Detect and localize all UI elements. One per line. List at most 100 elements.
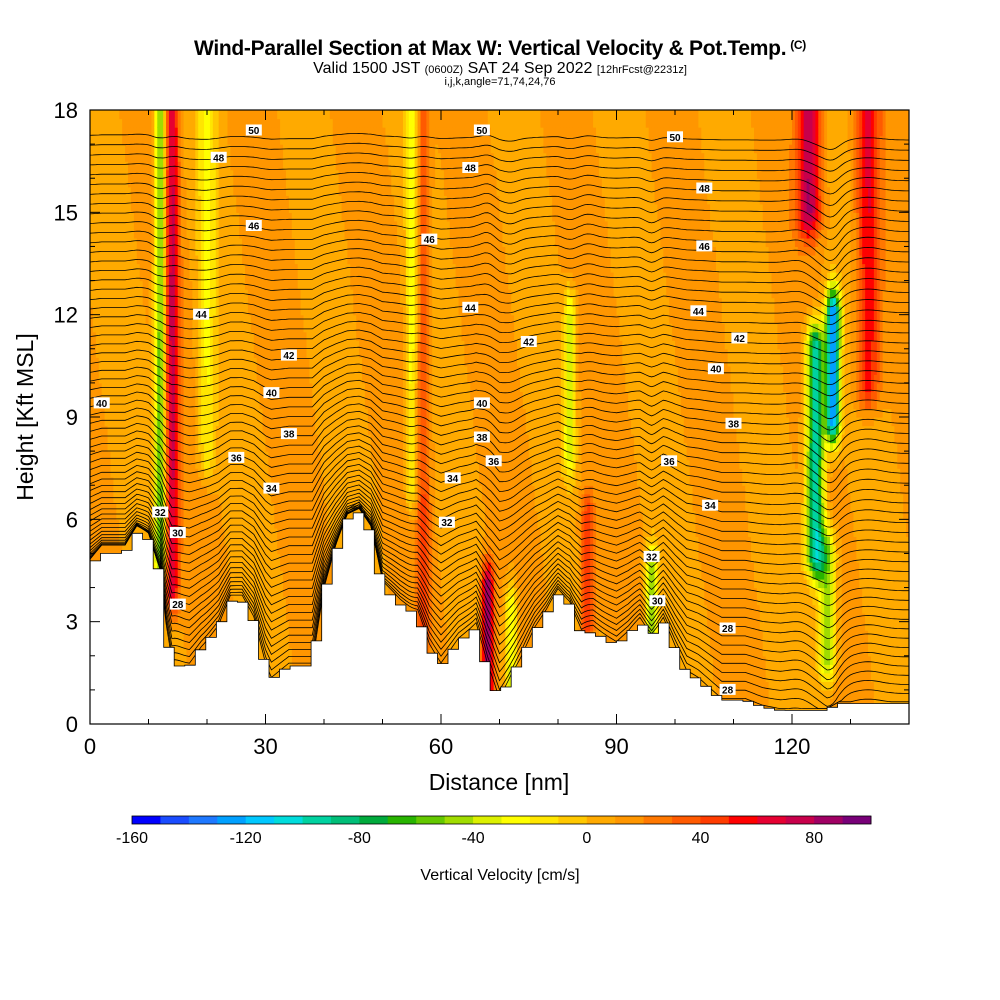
velocity-cell: [195, 502, 199, 512]
velocity-cell: [268, 587, 272, 597]
velocity-cell: [230, 570, 234, 580]
velocity-cell: [274, 152, 278, 162]
velocity-cell: [130, 297, 135, 307]
velocity-cell: [154, 118, 158, 128]
velocity-cell: [186, 425, 191, 435]
velocity-cell: [145, 382, 150, 393]
velocity-cell: [122, 348, 126, 358]
velocity-cell: [201, 527, 205, 537]
velocity-cell: [239, 263, 243, 273]
velocity-cell: [224, 297, 229, 307]
velocity-cell: [160, 127, 164, 137]
velocity-cell: [90, 357, 94, 367]
velocity-cell: [201, 374, 205, 384]
velocity-cell: [166, 408, 170, 418]
velocity-cell: [186, 417, 191, 427]
velocity-cell: [166, 519, 170, 529]
velocity-cell: [148, 237, 153, 248]
velocity-cell: [171, 212, 176, 222]
velocity-cell: [168, 263, 173, 273]
velocity-cell: [271, 459, 275, 469]
velocity-cell: [227, 323, 231, 333]
velocity-cell: [218, 570, 223, 580]
velocity-cell: [142, 314, 147, 324]
velocity-cell: [98, 220, 103, 230]
velocity-cell: [280, 604, 284, 614]
velocity-cell: [239, 195, 243, 205]
velocity-cell: [154, 434, 158, 444]
velocity-cell: [215, 220, 220, 230]
velocity-cell: [186, 621, 191, 631]
velocity-cell: [90, 118, 94, 128]
velocity-cell: [212, 485, 217, 495]
velocity-cell: [239, 237, 243, 248]
velocity-cell: [136, 493, 141, 503]
velocity-cell: [186, 161, 191, 171]
velocity-cell: [242, 596, 246, 606]
velocity-cell: [212, 195, 217, 205]
velocity-cell: [189, 434, 193, 444]
velocity-cell: [189, 493, 193, 503]
velocity-cell: [236, 127, 240, 137]
velocity-cell: [201, 544, 205, 555]
velocity-cell: [154, 161, 158, 171]
velocity-cell: [277, 144, 281, 154]
velocity-cell: [122, 297, 126, 307]
velocity-cell: [116, 127, 120, 137]
velocity-cell: [177, 144, 182, 154]
velocity-cell: [130, 220, 135, 230]
velocity-cell: [221, 561, 226, 572]
velocity-cell: [221, 229, 226, 239]
velocity-cell: [204, 579, 208, 589]
velocity-cell: [221, 476, 226, 486]
velocity-cell: [133, 348, 138, 358]
velocity-cell: [98, 110, 103, 120]
velocity-cell: [136, 365, 141, 375]
velocity-cell: [265, 229, 270, 239]
velocity-cell: [128, 340, 132, 350]
velocity-cell: [177, 135, 182, 145]
velocity-cell: [142, 263, 147, 273]
velocity-cell: [130, 331, 135, 341]
velocity-cell: [104, 451, 109, 461]
velocity-cell: [171, 561, 176, 572]
velocity-cell: [171, 178, 176, 188]
velocity-cell: [189, 357, 193, 367]
velocity-cell: [107, 544, 112, 555]
velocity-cell: [253, 280, 258, 290]
velocity-cell: [180, 536, 185, 546]
velocity-cell: [215, 391, 220, 401]
velocity-cell: [145, 357, 150, 367]
velocity-cell: [139, 331, 144, 341]
velocity-cell: [215, 212, 220, 222]
velocity-cell: [283, 502, 287, 512]
velocity-cell: [259, 519, 264, 529]
velocity-cell: [245, 212, 249, 222]
velocity-cell: [277, 237, 281, 248]
velocity-cell: [218, 579, 223, 589]
velocity-cell: [283, 647, 287, 657]
velocity-cell: [212, 263, 217, 273]
velocity-cell: [189, 135, 193, 145]
velocity-cell: [145, 272, 150, 282]
velocity-cell: [130, 519, 135, 529]
velocity-cell: [189, 323, 193, 333]
velocity-cell: [157, 348, 161, 358]
velocity-cell: [160, 340, 164, 350]
velocity-cell: [227, 229, 231, 239]
velocity-cell: [274, 357, 278, 367]
velocity-cell: [198, 434, 202, 444]
velocity-cell: [122, 399, 126, 410]
velocity-cell: [198, 536, 202, 546]
velocity-cell: [98, 229, 103, 239]
velocity-cell: [101, 451, 106, 461]
velocity-cell: [274, 323, 278, 333]
velocity-cell: [168, 485, 173, 495]
velocity-cell: [189, 604, 193, 614]
velocity-cell: [288, 613, 293, 623]
velocity-cell: [163, 425, 167, 435]
velocity-cell: [250, 229, 255, 239]
velocity-cell: [92, 272, 97, 282]
velocity-cell: [259, 638, 264, 648]
velocity-cell: [280, 613, 284, 623]
